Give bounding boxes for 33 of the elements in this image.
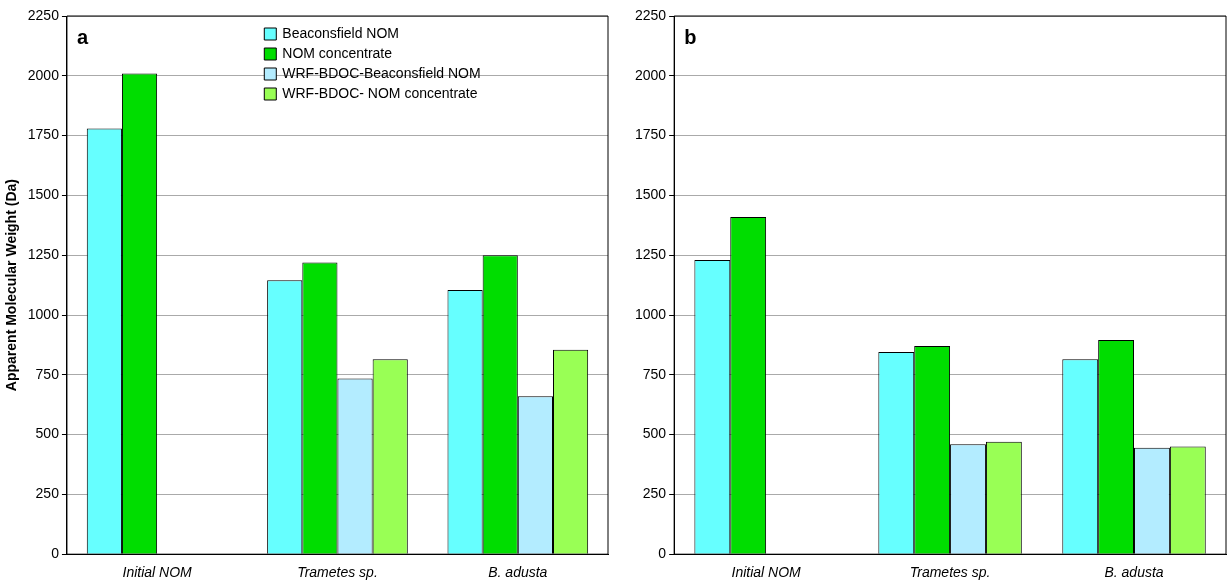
y-tick-label: 0 xyxy=(51,545,60,562)
x-tick-label: Initial NOM xyxy=(731,564,802,581)
y-tick-label: 1000 xyxy=(634,305,667,322)
y-tick-label: 500 xyxy=(35,425,60,442)
legend-label: Beaconsfield NOM xyxy=(282,24,400,41)
legend-label: WRF-BDOC- NOM concentrate xyxy=(282,84,478,101)
y-tick-label: 1250 xyxy=(27,246,60,263)
y-tick-label: 1250 xyxy=(634,246,667,263)
x-tick-label: B. adusta xyxy=(488,564,548,581)
x-tick-label: Initial NOM xyxy=(122,564,193,581)
legend-label: WRF-BDOC-Beaconsfield NOM xyxy=(282,64,481,81)
y-tick-label: 750 xyxy=(35,365,60,382)
y-tick-label: 1500 xyxy=(27,186,60,203)
text: b xyxy=(684,25,697,48)
y-axis-title: Apparent Molecular Weight (Da) xyxy=(3,179,20,392)
y-tick-label: 1500 xyxy=(634,186,667,203)
y-tick-label: 2250 xyxy=(27,6,60,23)
text: a xyxy=(76,25,89,48)
legend-label: NOM concentrate xyxy=(282,44,393,61)
y-tick-label: 250 xyxy=(35,485,60,502)
y-tick-label: 500 xyxy=(642,425,667,442)
y-tick-label: 1750 xyxy=(634,126,667,143)
y-tick-label: 1000 xyxy=(27,305,60,322)
x-tick-label: Trametes sp. xyxy=(297,564,378,581)
y-tick-label: 1750 xyxy=(27,126,60,143)
y-tick-label: 2000 xyxy=(27,66,60,83)
y-tick-label: 750 xyxy=(642,365,667,382)
x-tick-label: Trametes sp. xyxy=(909,564,991,581)
y-tick-label: 2000 xyxy=(634,66,667,83)
y-tick-label: 250 xyxy=(642,485,667,502)
y-tick-label: 2250 xyxy=(634,6,667,23)
x-tick-label: B. adusta xyxy=(1104,564,1164,581)
y-tick-label: 0 xyxy=(658,545,667,562)
